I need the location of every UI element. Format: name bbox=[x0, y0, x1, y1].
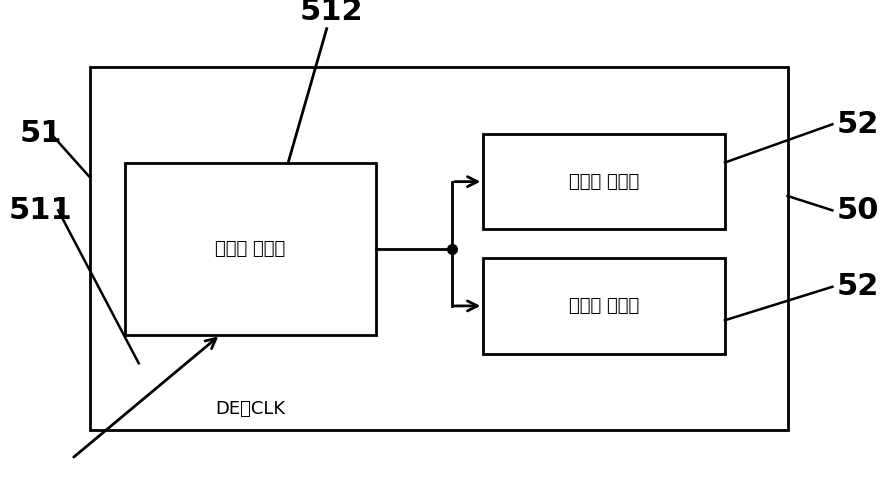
Text: 52: 52 bbox=[836, 272, 878, 301]
Text: 51: 51 bbox=[20, 120, 62, 148]
Text: 50: 50 bbox=[836, 196, 878, 225]
Bar bbox=[483, 258, 724, 354]
Text: 从时序 控制器: 从时序 控制器 bbox=[569, 173, 638, 191]
Bar bbox=[483, 134, 724, 229]
Bar bbox=[125, 163, 375, 335]
Text: 512: 512 bbox=[299, 0, 363, 26]
Text: 从时序 控制器: 从时序 控制器 bbox=[569, 297, 638, 315]
Text: 52: 52 bbox=[836, 110, 878, 139]
Text: DE、CLK: DE、CLK bbox=[215, 400, 285, 418]
Text: 511: 511 bbox=[9, 196, 72, 225]
Bar bbox=[89, 67, 787, 430]
Text: 主时序 控制器: 主时序 控制器 bbox=[215, 239, 285, 258]
